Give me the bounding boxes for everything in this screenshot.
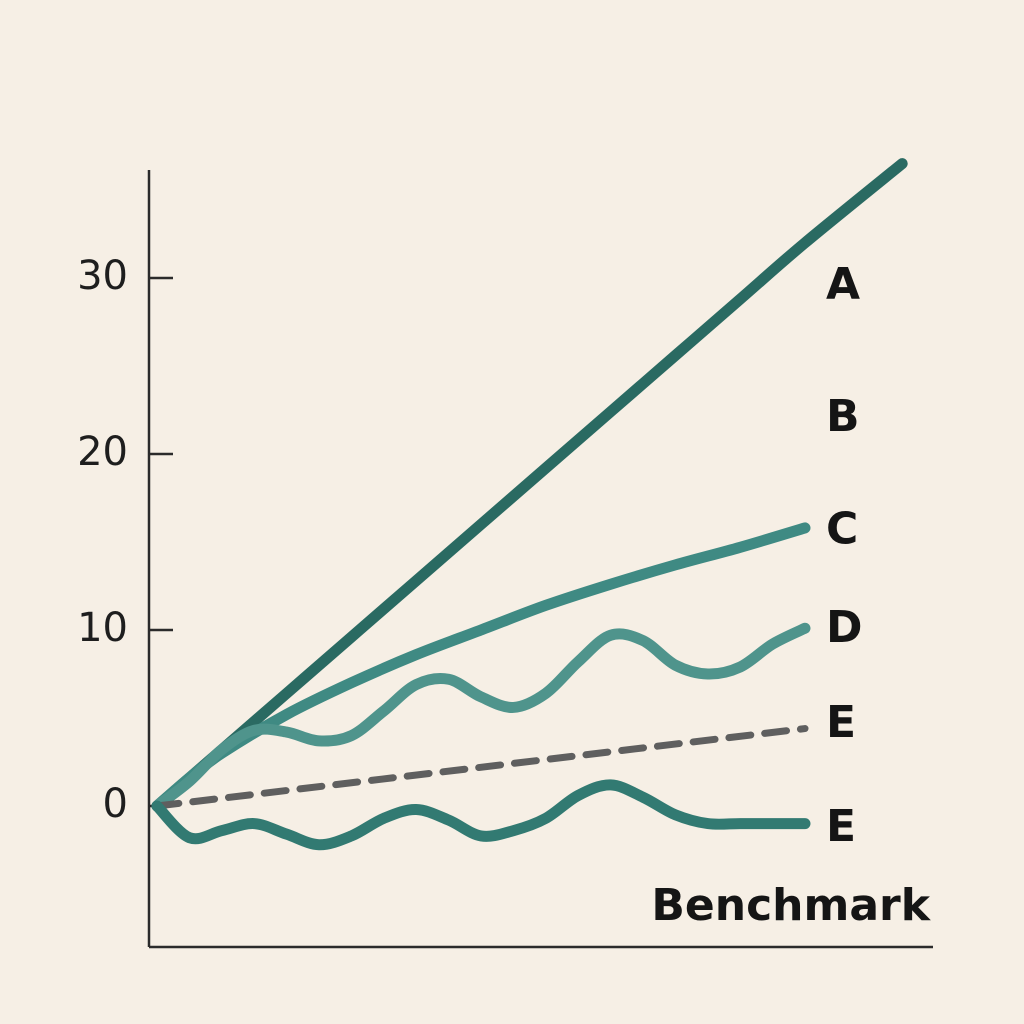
axes [147,170,933,949]
series-line-a [151,158,908,812]
series-label-5: E [826,697,856,748]
y-tick-label: 10 [77,605,128,651]
series-line-c [151,622,811,812]
y-tick-label: 20 [77,429,128,475]
series-lines [151,158,908,851]
y-ticks: 0 10 20 30 [77,253,173,827]
y-tick-label: 30 [77,253,128,299]
series-line-e [151,779,811,851]
series-label-2: B [826,391,860,442]
y-tick-label: 0 [103,781,128,827]
series-label-4: D [826,602,863,653]
series-label-1: A [826,259,860,310]
series-label-3: C [826,503,858,554]
x-axis-title: Benchmark [651,880,931,931]
series-label-6: E [826,801,856,852]
series-line-d [153,725,809,810]
